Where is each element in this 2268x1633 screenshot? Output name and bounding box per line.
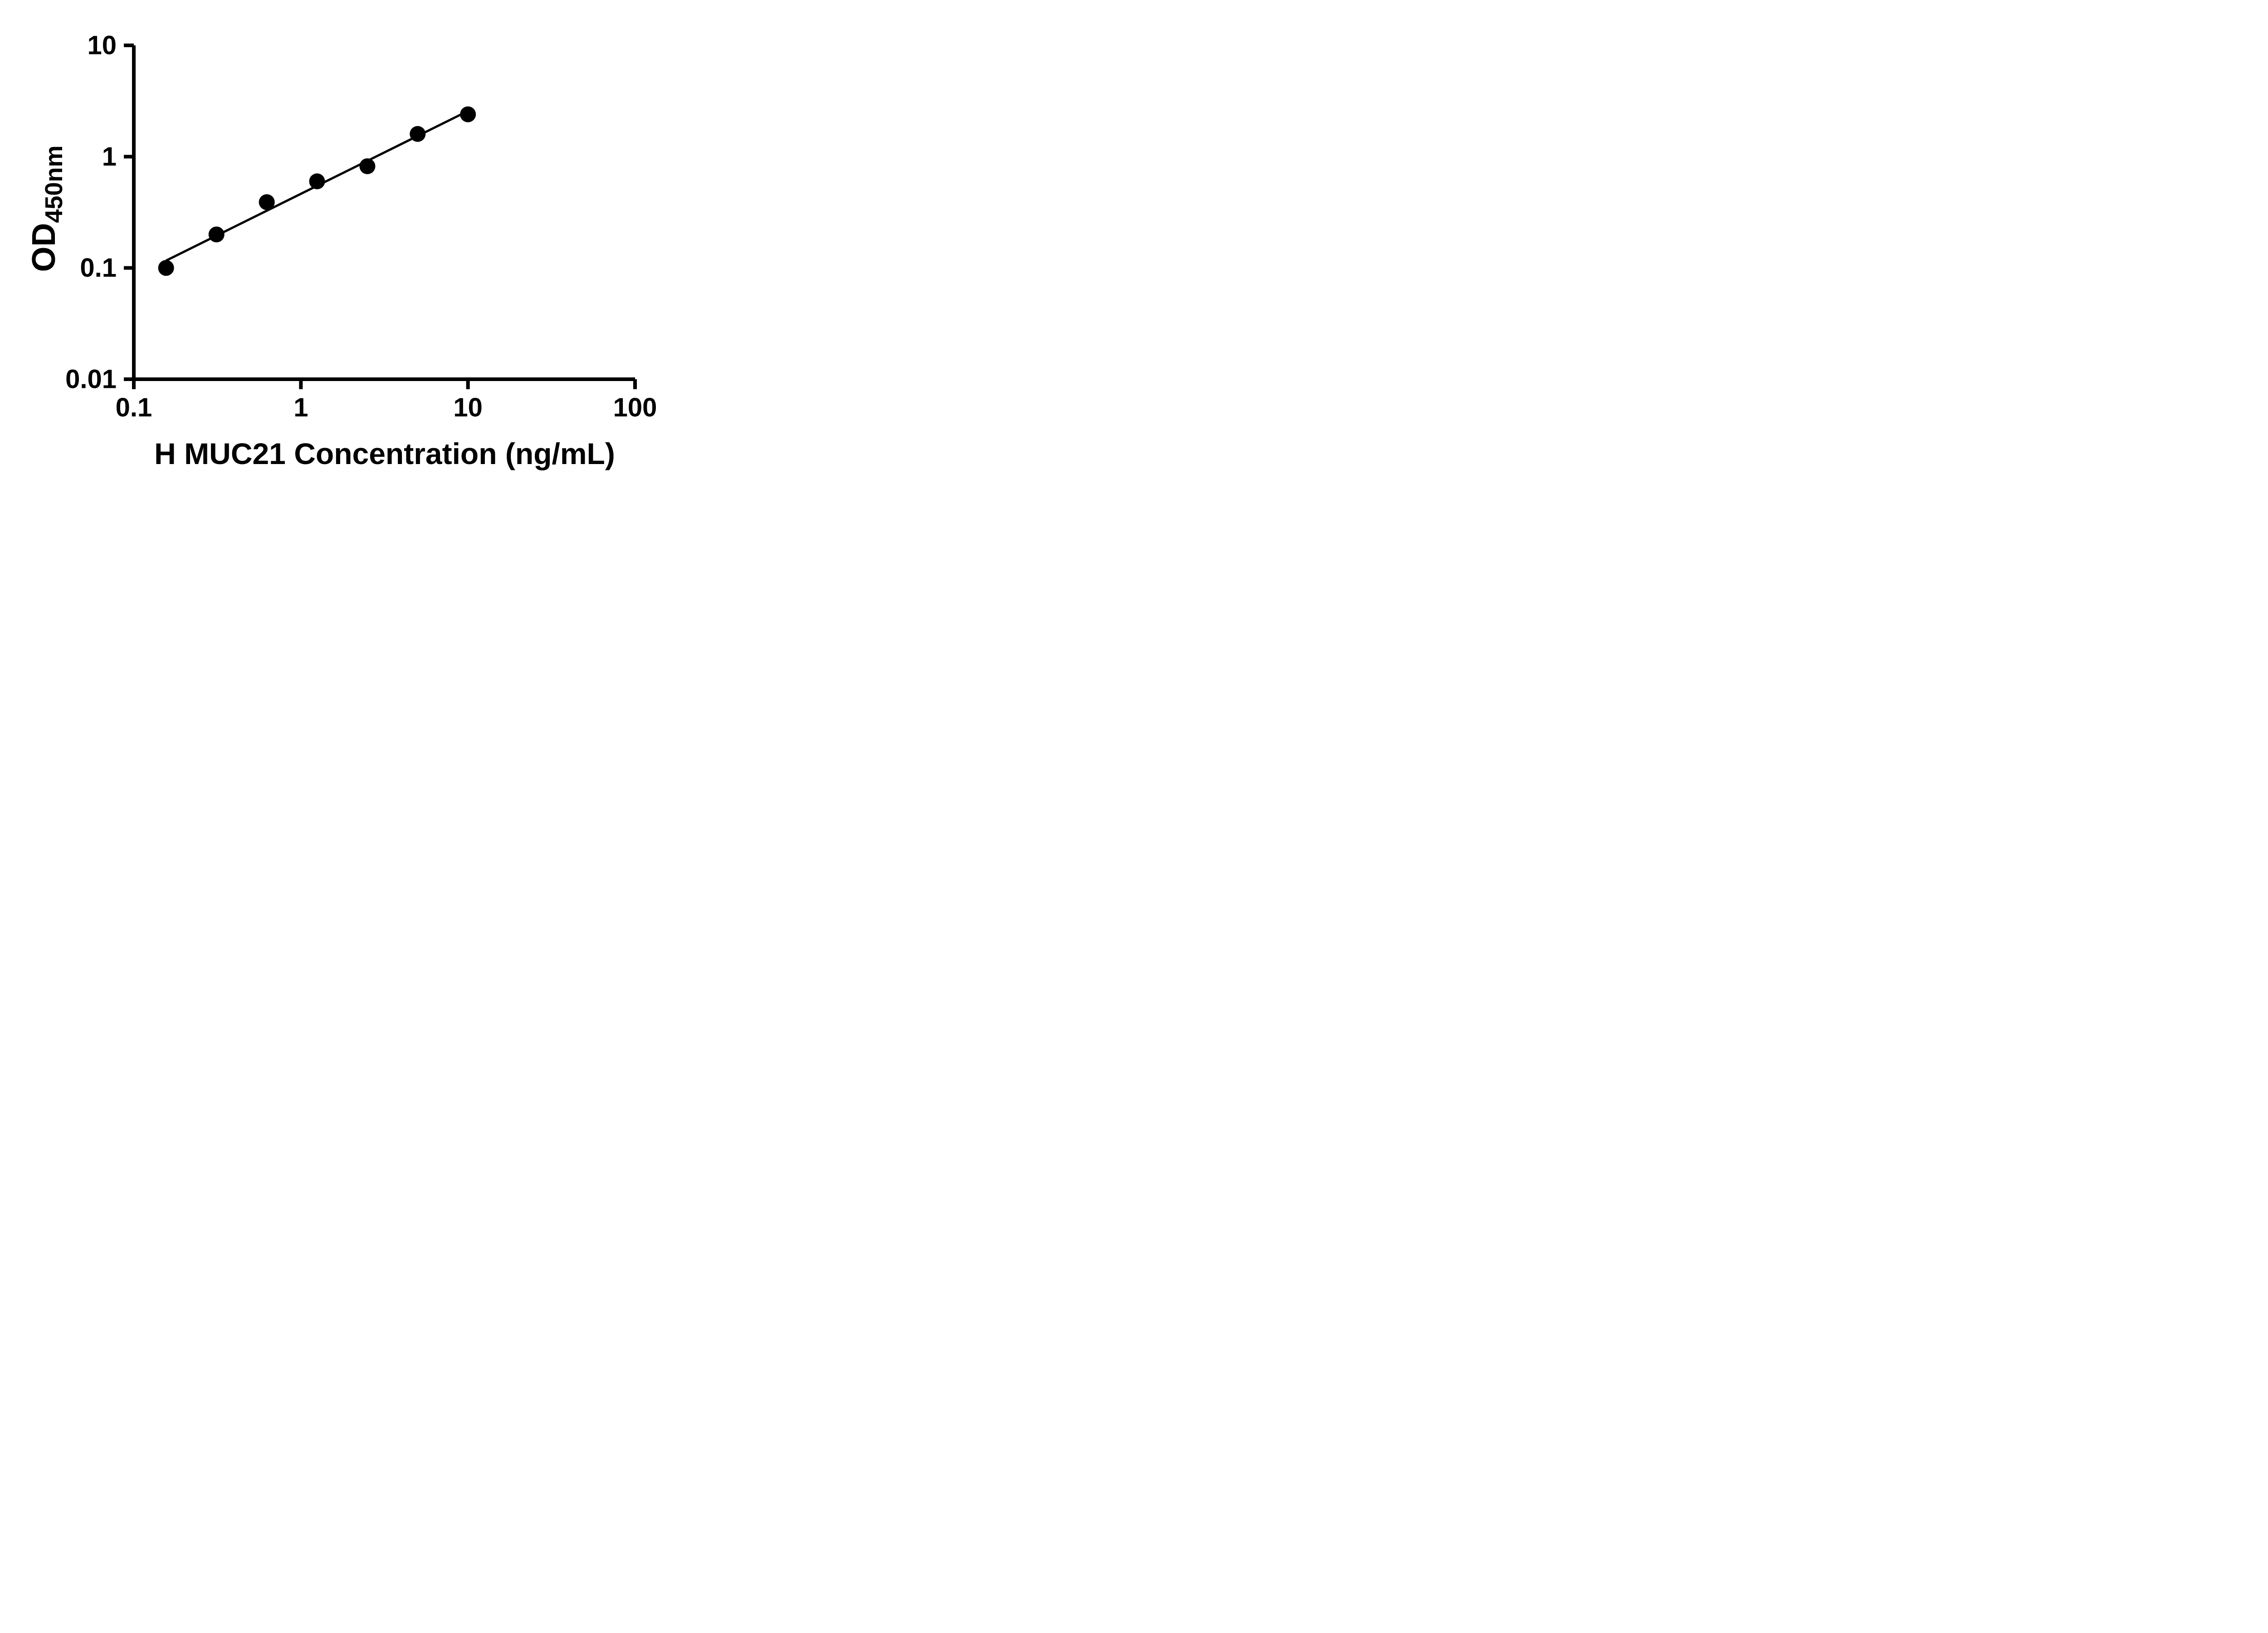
y-tick-label: 0.01 (65, 365, 117, 394)
x-axis-title: H MUC21 Concentration (ng/mL) (154, 437, 615, 470)
x-tick-label: 10 (453, 393, 483, 422)
data-point (158, 260, 174, 276)
data-point (208, 226, 225, 243)
x-tick-label: 100 (613, 393, 657, 422)
data-point (309, 173, 325, 190)
y-axis-title: OD450nm (25, 145, 68, 272)
axes (132, 45, 635, 381)
data-point (460, 106, 476, 122)
y-axis-title-main: OD (26, 223, 62, 272)
x-tick-label: 0.1 (116, 393, 152, 422)
data-point (359, 158, 376, 174)
data-point (259, 194, 275, 210)
y-tick-label: 10 (87, 31, 117, 60)
chart-figure: 0.1 1 10 100 0.01 0.1 1 10 OD450nm H MUC21 Conc… (0, 0, 699, 490)
data-point (410, 126, 426, 142)
x-tick-label: 1 (293, 393, 308, 422)
y-tick-label: 0.1 (80, 253, 117, 283)
y-axis-title-subscript: 450nm (40, 145, 68, 223)
y-tick-label: 1 (102, 142, 117, 171)
